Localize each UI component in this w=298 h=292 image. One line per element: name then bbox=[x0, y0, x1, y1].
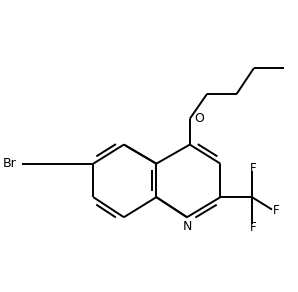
Text: N: N bbox=[182, 220, 192, 233]
Text: F: F bbox=[250, 221, 257, 234]
Text: F: F bbox=[273, 204, 280, 217]
Text: O: O bbox=[195, 112, 204, 125]
Text: Br: Br bbox=[3, 157, 17, 170]
Text: F: F bbox=[250, 162, 257, 175]
